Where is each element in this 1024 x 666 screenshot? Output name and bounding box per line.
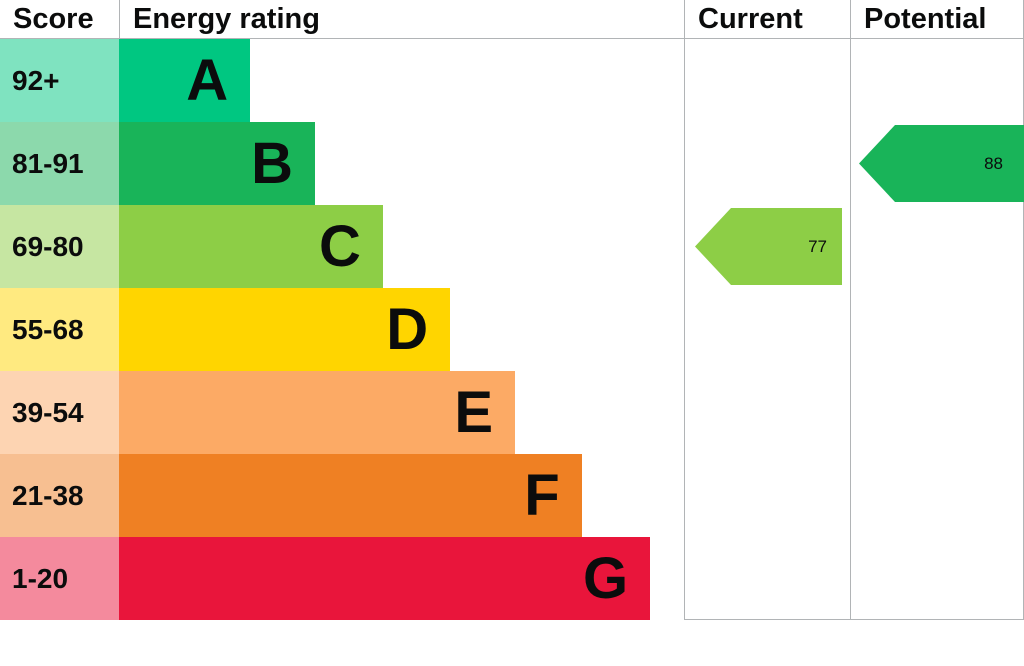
potential-column: 88: [850, 39, 1024, 620]
rating-letter: E: [454, 379, 494, 445]
rating-bar: D: [119, 288, 451, 371]
rating-bar-cell: A: [119, 39, 684, 122]
header-potential: Potential: [850, 0, 1024, 39]
rating-bar: B: [119, 122, 316, 205]
rating-bar: C: [119, 205, 383, 288]
potential-value: 88: [984, 153, 1003, 173]
rating-bar-cell: F: [119, 454, 684, 537]
current-column: 77: [684, 39, 850, 620]
epc-grid: Score Energy rating Current Potential 77…: [0, 0, 1024, 620]
rating-bar-cell: B: [119, 122, 684, 205]
header-current: Current: [684, 0, 850, 39]
rating-letter: B: [251, 130, 294, 196]
rating-letter: D: [386, 296, 429, 362]
score-range-cell: 1-20: [0, 537, 119, 620]
score-range-cell: 81-91: [0, 122, 119, 205]
header-energy-rating: Energy rating: [119, 0, 684, 39]
score-range-cell: 55-68: [0, 288, 119, 371]
rating-bar-cell: E: [119, 371, 684, 454]
rating-bar: E: [119, 371, 516, 454]
rating-bar-cell: C: [119, 205, 684, 288]
rating-letter: C: [318, 213, 361, 279]
rating-bar: G: [119, 537, 651, 620]
current-value: 77: [808, 236, 827, 256]
rating-letter: F: [524, 462, 560, 528]
rating-letter: G: [582, 545, 629, 611]
score-range-cell: 21-38: [0, 454, 119, 537]
rating-letter: A: [186, 47, 229, 113]
score-range-cell: 69-80: [0, 205, 119, 288]
score-range-cell: 39-54: [0, 371, 119, 454]
rating-bar-cell: G: [119, 537, 684, 620]
potential-arrow: 88: [859, 125, 1024, 202]
rating-bar: F: [119, 454, 582, 537]
rating-bar: A: [119, 39, 251, 122]
current-arrow: 77: [695, 208, 842, 285]
rating-bar-cell: D: [119, 288, 684, 371]
score-range-cell: 92+: [0, 39, 119, 122]
header-score: Score: [0, 0, 119, 39]
